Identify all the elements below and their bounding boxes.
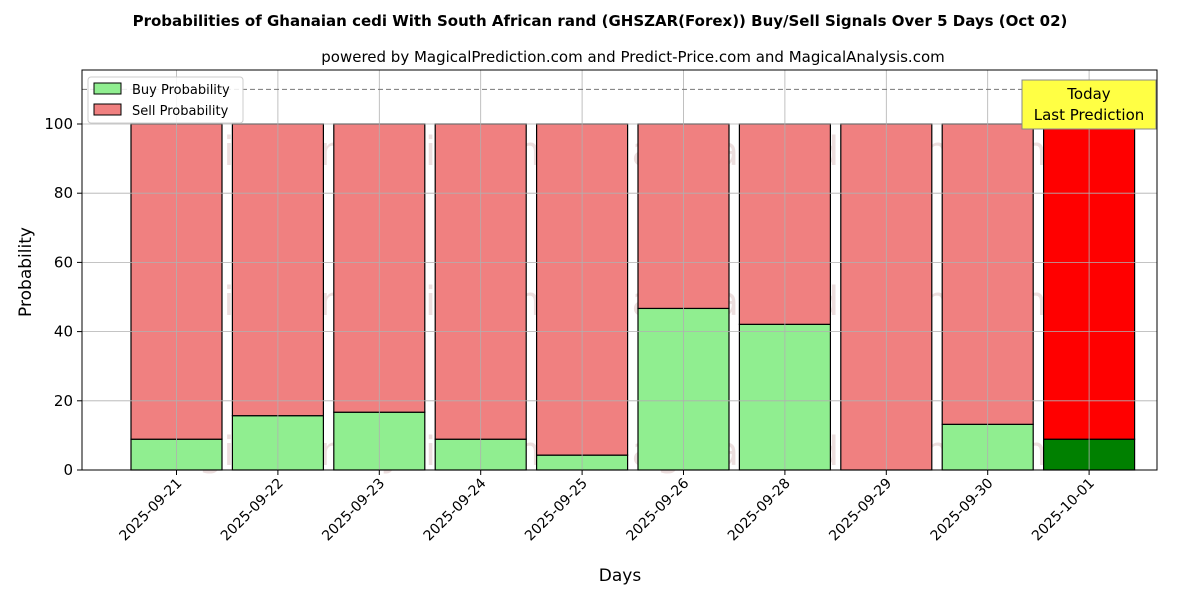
x-tick-label: 2025-09-22 bbox=[218, 476, 287, 545]
annotation-line: Last Prediction bbox=[1034, 106, 1145, 124]
legend-label: Buy Probability bbox=[132, 83, 230, 98]
x-tick-label: 2025-09-24 bbox=[421, 475, 490, 544]
today-annotation-box bbox=[1021, 79, 1157, 130]
x-tick-label: 2025-09-29 bbox=[826, 476, 895, 545]
y-tick-label: 0 bbox=[63, 461, 73, 479]
y-tick-label: 80 bbox=[54, 184, 73, 202]
y-tick-label: 40 bbox=[54, 323, 73, 341]
y-tick-label: 100 bbox=[44, 115, 73, 133]
y-axis-label: Probability bbox=[16, 227, 36, 317]
x-axis-label: Days bbox=[599, 566, 642, 586]
legend-swatch bbox=[93, 103, 122, 116]
x-tick-label: 2025-09-25 bbox=[522, 476, 591, 545]
x-tick-label: 2025-10-01 bbox=[1029, 476, 1098, 545]
x-tick-label: 2025-09-26 bbox=[623, 475, 692, 544]
chart-subtitle: powered by MagicalPrediction.com and Pre… bbox=[321, 48, 945, 66]
chart-title: Probabilities of Ghanaian cedi With Sout… bbox=[133, 12, 1068, 30]
annotation-line: Today bbox=[1066, 85, 1111, 103]
x-tick-label: 2025-09-28 bbox=[725, 476, 794, 545]
x-tick-label: 2025-09-30 bbox=[928, 476, 997, 545]
legend-label: Sell Probability bbox=[132, 104, 229, 119]
x-tick-label: 2025-09-23 bbox=[319, 476, 388, 545]
legend-swatch bbox=[93, 82, 122, 95]
plot-frame bbox=[81, 69, 1158, 471]
legend bbox=[87, 76, 244, 124]
x-tick-label: 2025-09-21 bbox=[116, 476, 185, 545]
y-tick-label: 60 bbox=[54, 253, 73, 271]
y-tick-label: 20 bbox=[54, 392, 73, 410]
